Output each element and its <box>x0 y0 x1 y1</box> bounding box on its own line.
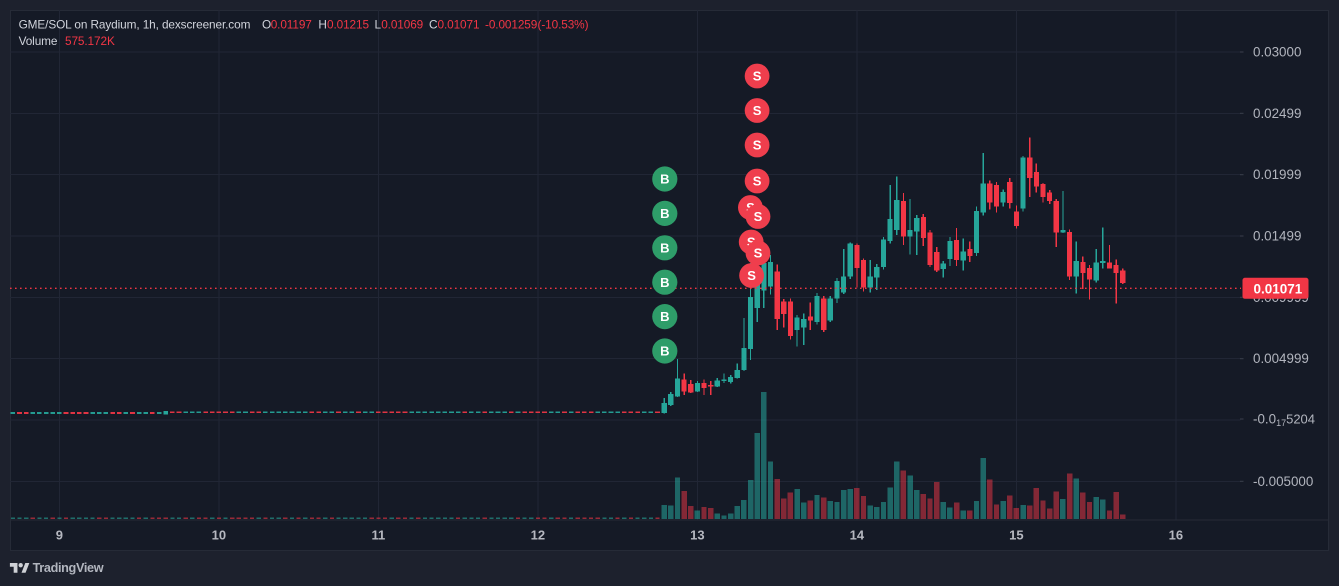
svg-text:0.03000: 0.03000 <box>1253 45 1301 60</box>
svg-text:-0.001259: -0.001259 <box>485 17 537 31</box>
svg-text:B: B <box>660 206 669 221</box>
svg-text:S: S <box>747 268 756 283</box>
svg-text:-0.005000: -0.005000 <box>1253 474 1313 489</box>
svg-text:-0.0175204: -0.0175204 <box>1253 412 1315 429</box>
svg-text:0.01071: 0.01071 <box>438 17 480 31</box>
svg-text:9: 9 <box>56 528 63 543</box>
svg-text:S: S <box>754 246 763 261</box>
svg-text:15: 15 <box>1009 528 1023 543</box>
svg-text:(-10.53%): (-10.53%) <box>538 17 589 31</box>
svg-text:B: B <box>660 172 669 187</box>
svg-text:S: S <box>754 209 763 224</box>
svg-text:10: 10 <box>212 528 226 543</box>
svg-text:11: 11 <box>372 528 386 543</box>
svg-text:S: S <box>753 138 762 153</box>
svg-text:575.172K: 575.172K <box>65 34 115 48</box>
svg-text:14: 14 <box>850 528 865 543</box>
svg-text:S: S <box>753 174 762 189</box>
svg-text:S: S <box>753 69 762 84</box>
svg-text:S: S <box>753 103 762 118</box>
svg-text:0.01999: 0.01999 <box>1253 167 1301 182</box>
svg-text:H: H <box>318 17 326 31</box>
svg-text:TradingView: TradingView <box>33 561 104 575</box>
svg-text:B: B <box>660 275 669 290</box>
svg-text:O: O <box>262 17 271 31</box>
svg-text:S: S <box>747 235 756 250</box>
svg-text:12: 12 <box>531 528 545 543</box>
svg-text:0.01071: 0.01071 <box>1254 281 1303 296</box>
svg-text:GME/SOL on Raydium, 1h, dexscr: GME/SOL on Raydium, 1h, dexscreener.com <box>19 17 251 31</box>
svg-text:16: 16 <box>1169 528 1183 543</box>
svg-text:0.01499: 0.01499 <box>1253 229 1301 244</box>
svg-text:B: B <box>660 309 669 324</box>
svg-text:L: L <box>375 17 382 31</box>
svg-text:0.004999: 0.004999 <box>1253 351 1309 366</box>
svg-text:0.02499: 0.02499 <box>1253 106 1301 121</box>
svg-text:Volume: Volume <box>19 34 58 48</box>
svg-text:0.01197: 0.01197 <box>271 17 312 31</box>
svg-text:0.01069: 0.01069 <box>381 17 423 31</box>
svg-text:C: C <box>429 17 438 31</box>
svg-text:13: 13 <box>690 528 704 543</box>
svg-text:B: B <box>660 240 669 255</box>
svg-text:B: B <box>660 344 669 359</box>
svg-text:0.01215: 0.01215 <box>327 17 369 31</box>
